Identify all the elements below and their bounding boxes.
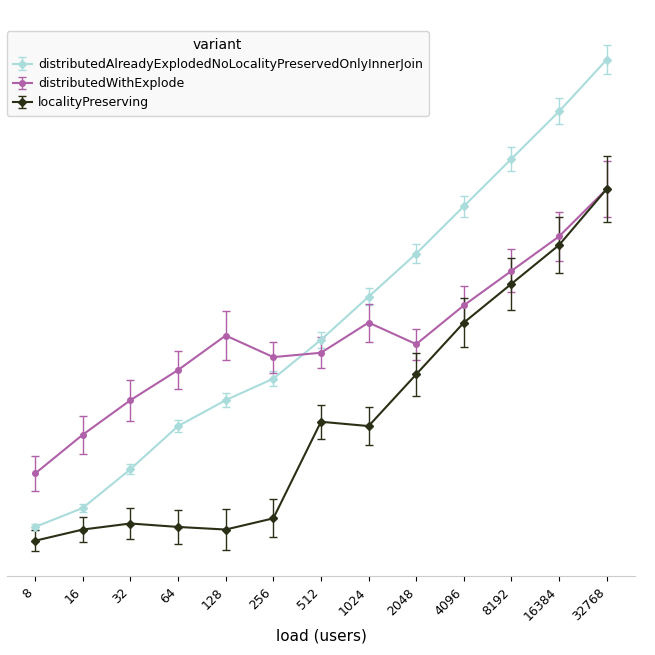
Legend: distributedAlreadyExplodedNoLocalityPreservedOnlyInnerJoin, distributedWithExplo: distributedAlreadyExplodedNoLocalityPres… xyxy=(7,31,429,116)
X-axis label: load (users): load (users) xyxy=(276,629,366,644)
